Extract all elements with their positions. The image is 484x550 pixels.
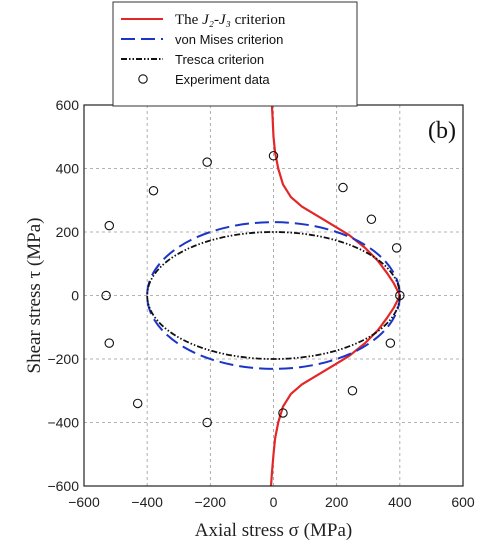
panel-label: (b) — [428, 118, 456, 144]
y-tick-label: 600 — [56, 97, 80, 113]
x-axis-label: Axial stress σ (MPa) — [195, 520, 352, 541]
experiment-point — [202, 157, 212, 167]
y-tick-label: −400 — [47, 415, 79, 431]
x-tick-label: −400 — [131, 494, 163, 510]
x-tick-label: 200 — [325, 494, 349, 510]
x-tick-label: −200 — [195, 494, 227, 510]
y-tick-label: −200 — [47, 351, 79, 367]
legend: The J₂-J₃ criterion von Mises criterion Tr… — [112, 1, 358, 107]
legend-label-experiment: Experiment data — [175, 72, 270, 87]
legend-label-tresca: Tresca criterion — [175, 52, 264, 67]
legend-label-vonmises: von Mises criterion — [175, 32, 283, 47]
tresca-curve — [146, 231, 401, 360]
experiment-point — [148, 185, 159, 196]
experiment-point — [132, 398, 143, 409]
y-axis-label: Shear stress τ (MPa) — [24, 218, 45, 374]
experiment-point — [347, 385, 358, 396]
experiment-point — [395, 290, 405, 301]
experiment-points — [101, 151, 405, 428]
legend-marker-experiment — [138, 74, 148, 84]
x-tick-label: 400 — [388, 494, 412, 510]
experiment-point — [278, 408, 288, 418]
x-tick-label: 0 — [270, 494, 278, 510]
experiment-point — [385, 338, 396, 348]
tick-labels: −600 −400 −200 0 200 400 600 −600 −400 −200 0 200 40… — [47, 97, 474, 510]
y-tick-label: 0 — [71, 288, 79, 304]
experiment-point — [366, 214, 377, 225]
x-tick-label: −600 — [68, 494, 100, 510]
x-tick-label: 600 — [451, 494, 475, 510]
experiment-point — [104, 220, 115, 231]
experiment-point — [391, 243, 402, 253]
grid-lines — [84, 105, 463, 486]
y-tick-label: 200 — [56, 224, 80, 240]
curves — [146, 104, 401, 487]
experiment-point — [202, 417, 212, 428]
experiment-point — [268, 151, 279, 161]
y-tick-label: −600 — [47, 478, 79, 494]
experiment-point — [338, 182, 348, 193]
y-tick-label: 400 — [56, 161, 80, 177]
experiment-point — [104, 338, 115, 348]
legend-label-j2j3: The J₂-J₃ criterion — [175, 12, 286, 28]
experiment-point — [101, 290, 111, 301]
